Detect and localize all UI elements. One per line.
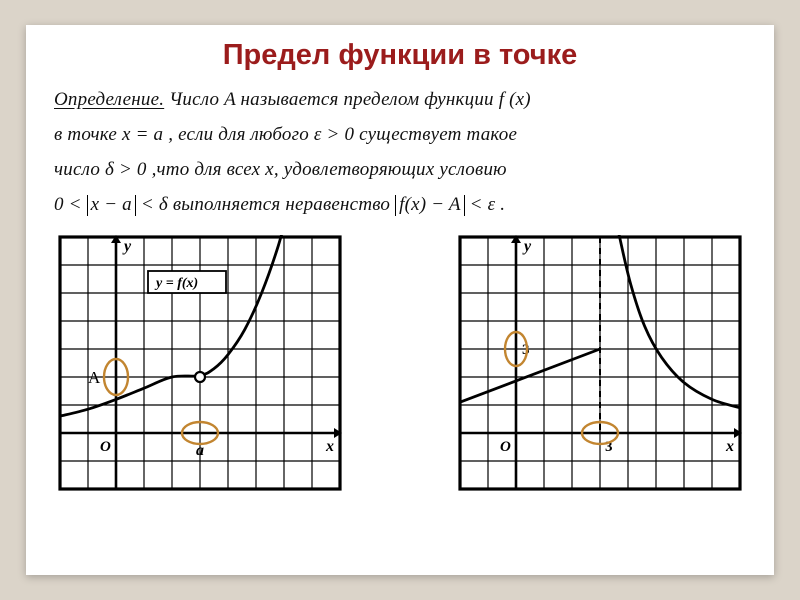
chart-right-svg: yxO33 (458, 235, 742, 491)
svg-text:x: x (725, 438, 734, 455)
charts-row: yxOy = f(x)Aa yxO33 (54, 235, 746, 491)
slide-card: Предел функции в точке Определение. Числ… (26, 25, 774, 575)
def-text-3b: ,что для всех x, удовлетворяющих условию (152, 159, 507, 180)
ineq-right: < ε . (470, 194, 506, 215)
slide-title: Предел функции в точке (54, 39, 746, 72)
cond-right: < δ (141, 194, 168, 215)
def-text-2b: , если для любого (168, 124, 314, 145)
chart-right: yxO33 (458, 235, 742, 491)
chart-left: yxOy = f(x)Aa (58, 235, 342, 491)
def-eps: ε > 0 (314, 124, 354, 145)
svg-text:A: A (88, 368, 101, 387)
cond-abs: x − a (87, 195, 136, 216)
svg-text:y: y (122, 238, 132, 255)
ineq-abs: f(x) − A (395, 195, 465, 216)
def-fx: f (x) (499, 89, 531, 110)
cond-left: 0 < (54, 194, 82, 215)
def-text-1a: Число A называется пределом функции (169, 89, 499, 110)
svg-text:y: y (522, 238, 532, 255)
def-text-3a: число (54, 159, 105, 180)
svg-text:O: O (500, 439, 511, 455)
def-delta: δ > 0 (105, 159, 147, 180)
svg-text:y = f(x): y = f(x) (154, 276, 198, 291)
definition-word: Определение. (54, 89, 164, 110)
def-xa: x = a (122, 124, 163, 145)
def-text-4b: выполняется неравенство (173, 194, 390, 215)
svg-text:O: O (100, 439, 111, 455)
def-text-2a: в точке (54, 124, 122, 145)
def-text-2c: существует такое (359, 124, 517, 145)
svg-text:x: x (325, 438, 334, 455)
chart-left-svg: yxOy = f(x)Aa (58, 235, 342, 491)
definition-block: Определение. Число A называется пределом… (54, 82, 746, 223)
